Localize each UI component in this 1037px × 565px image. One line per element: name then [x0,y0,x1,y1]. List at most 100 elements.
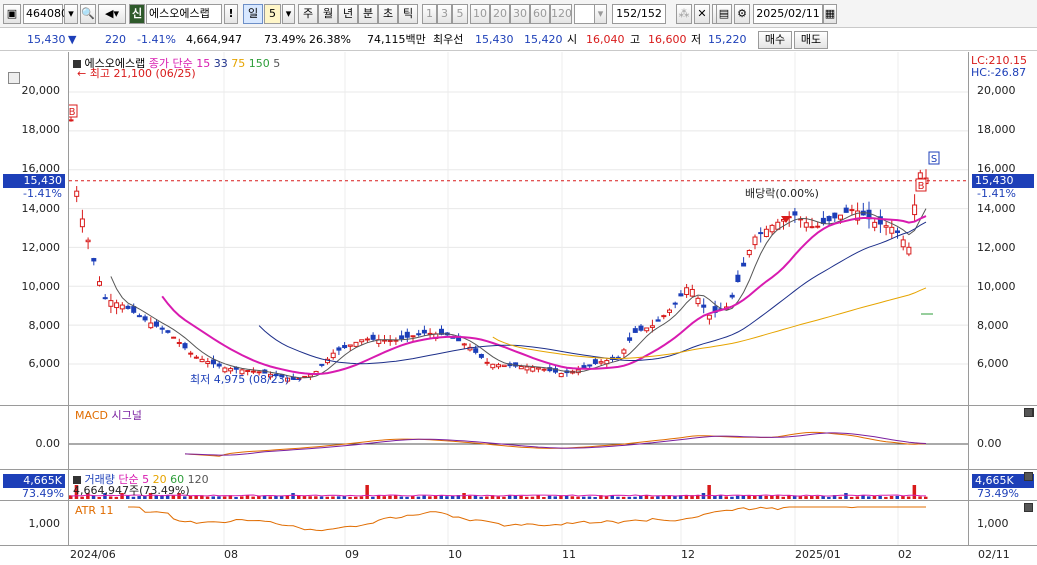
volume-bar [844,493,848,499]
period-tick-tab[interactable]: 틱 [398,4,418,24]
volume-bar [804,496,808,499]
volume-ratio-left: 73.49% [22,487,64,500]
stock-code-input[interactable]: 464080 [23,4,68,24]
volume-bar [741,495,746,499]
dividend-marker-icon [781,216,791,223]
volume-bar [262,495,267,499]
volume-bar [827,496,831,499]
period-value-field[interactable]: 5 [264,4,281,24]
volume-bar [707,485,711,499]
period-week-tab[interactable]: 주 [298,4,318,24]
candle-body [136,315,142,318]
candle-body [148,322,154,329]
volume-legend-title: 거래량 [84,473,115,486]
minute-option-30[interactable]: 30 [510,4,530,24]
period-day-tab[interactable]: 일 [243,4,263,24]
minute-option-120[interactable]: 120 [550,4,572,24]
candle-body [763,228,769,238]
dividend-marker-label: 배당락(0.00%) [745,187,819,200]
atr-close-icon[interactable] [1024,503,1033,512]
chart-tools-icon[interactable]: ✕ [694,4,710,24]
candle-body [627,337,633,341]
candle-body [689,288,695,297]
candle-body [632,328,638,333]
volume-bar [428,496,432,499]
candle-body [809,226,815,229]
ma-75-line [492,287,927,360]
volume-bar [604,496,609,499]
period-second-tab[interactable]: 초 [378,4,398,24]
period-dropdown-icon[interactable]: ▾ [282,4,295,24]
candle-body [621,349,627,354]
period-month-tab[interactable]: 월 [318,4,338,24]
candle-body [108,300,114,307]
panel-divider[interactable] [0,469,1037,470]
candle-body [872,221,878,228]
panel-layout-icon[interactable] [8,72,20,84]
volume-bar [616,496,620,499]
candle-body [746,249,752,256]
sell-button[interactable]: 매도 [794,31,828,49]
x-tick: 08 [224,548,238,561]
volume-close-icon[interactable] [1024,472,1033,481]
volume-bar [479,496,483,499]
custom-period-dropdown-icon[interactable]: ▾ [594,4,607,24]
volume-bar [530,496,535,499]
grid-settings-icon[interactable]: ⁂ [676,4,692,24]
minute-option-10[interactable]: 10 [470,4,490,24]
candle-body [410,335,416,338]
chart-plot-area[interactable]: B B S 에스오에스랩 종가 단순 15 33 75 150 5 ← 최고 21,… [69,52,1034,545]
volume-ma-20: 20 [152,473,167,486]
volume-bar [302,496,307,499]
candle-body [199,358,205,363]
legend-ma-150: 150 [248,57,270,70]
minute-option-3[interactable]: 3 [437,4,452,24]
low-marker-text: 최저 4,975 (08/23) [190,373,290,386]
candle-body [524,366,530,371]
candle-body [473,348,479,353]
minute-option-60[interactable]: 60 [530,4,550,24]
candle-body [74,190,80,197]
buy-signal-marker: B [918,181,925,192]
chart-canvas[interactable]: B B S [69,52,968,545]
volume-bar [553,496,557,499]
stock-name-field[interactable]: 에스오에스랩 [146,4,222,24]
minute-option-5[interactable]: 5 [452,4,468,24]
sound-icon[interactable]: ◀▾ [98,4,126,24]
alert-button[interactable]: ! [224,4,238,24]
candle-body [826,216,832,222]
period-year-tab[interactable]: 년 [338,4,358,24]
volume-bar [183,496,187,499]
volume-bar [228,495,233,499]
search-icon[interactable]: 🔍 [80,4,96,24]
buy-button[interactable]: 매수 [758,31,792,49]
date-field[interactable]: 2025/02/11 [753,4,823,24]
volume-bar [114,496,119,499]
candle-body [877,216,883,225]
macd-legend-signal: 시그널 [111,409,142,422]
panel-divider[interactable] [0,405,1037,406]
candle-count-field[interactable]: 152/152 [612,4,666,24]
volume-ma-line [70,494,927,497]
macd-close-icon[interactable] [1024,408,1033,417]
volume-bar [388,495,392,499]
panel-divider[interactable] [0,500,1037,501]
minute-option-20[interactable]: 20 [490,4,510,24]
minute-option-1[interactable]: 1 [422,4,437,24]
volume-bar [188,495,193,499]
legend-swatch-icon [73,60,81,68]
y-tick: 14,000 [21,202,61,215]
candle-body [245,370,251,373]
volume-bar [137,496,141,499]
date-picker-icon[interactable]: ▦ [823,4,837,24]
code-dropdown-icon[interactable]: ▾ [64,4,78,24]
volume-bar [547,495,552,499]
y-tick: 12,000 [21,241,61,254]
save-icon[interactable]: ▤ [716,4,732,24]
candle-body [672,302,678,305]
volume-bar [724,496,728,499]
atr-line [128,506,926,532]
period-minute-tab[interactable]: 분 [358,4,378,24]
gear-icon[interactable]: ⚙ [734,4,750,24]
window-menu-icon[interactable]: ▣ [3,4,21,24]
